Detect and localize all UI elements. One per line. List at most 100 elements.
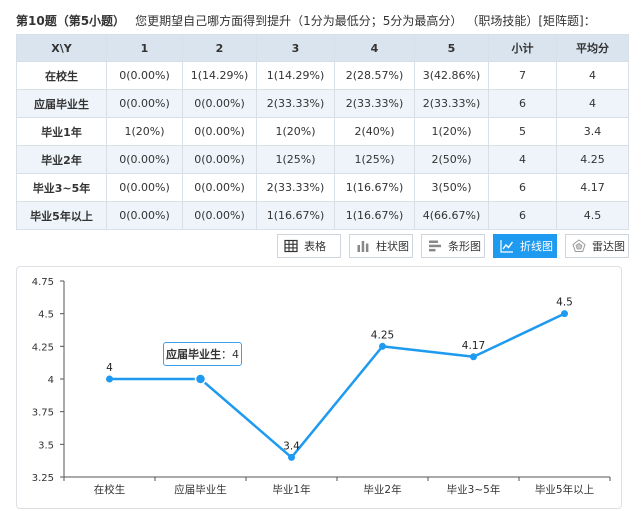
- row-label: 毕业5年以上: [16, 201, 107, 230]
- question-title: 第10题（第5小题） 您更期望自己哪方面得到提升（1分为最低分；5分为最高分） （职…: [16, 12, 596, 29]
- table-cell: 0(0.00%): [106, 145, 183, 174]
- data-point: [379, 342, 386, 350]
- table-cell: 2(40%): [334, 117, 415, 146]
- y-tick-label: 4.25: [32, 342, 54, 353]
- table-cell: 1(16.67%): [256, 201, 335, 230]
- bar-chart-view-button[interactable]: 柱状图: [349, 234, 413, 258]
- average-cell: 4: [556, 61, 629, 90]
- table-cell: 0(0.00%): [106, 201, 183, 230]
- table-cell: 1(14.29%): [182, 61, 257, 90]
- tooltip-value: 4: [232, 347, 239, 361]
- table-cell: 0(0.00%): [182, 145, 257, 174]
- table-cell: 1(20%): [106, 117, 183, 146]
- average-cell: 4.5: [556, 201, 629, 230]
- table-cell: 0(0.00%): [182, 173, 257, 202]
- table-row: 毕业3~5年 0(0.00%) 0(0.00%) 2(33.33%) 1(16.67%)…: [16, 173, 629, 202]
- data-point: [288, 453, 295, 461]
- chart-panel: [16, 266, 622, 509]
- line-chart-view-label: 折线图: [520, 240, 553, 253]
- column-header: 5: [414, 34, 489, 62]
- column-header: 3: [256, 34, 335, 62]
- subtotal-cell: 7: [488, 61, 557, 90]
- table-row: 毕业1年 1(20%) 0(0.00%) 1(20%) 2(40%) 1(20%) 5 3.4: [16, 117, 629, 146]
- question-tag: （职场技能）[矩阵题]：: [472, 14, 596, 28]
- x-tick-label: 应届毕业生: [174, 483, 227, 496]
- matrix-table: X\Y 1 2 3 4 5 小计 平均分 在校生 0(0.00%) 1(14.29%) 1(14.2…: [16, 34, 629, 230]
- x-tick-label: 毕业3~5年: [447, 483, 501, 496]
- data-point: [194, 373, 207, 385]
- data-point: [106, 375, 113, 383]
- table-body: 在校生 0(0.00%) 1(14.29%) 1(14.29%) 2(28.57%) 3(…: [16, 61, 629, 230]
- y-tick-label: 4.5: [38, 310, 54, 321]
- table-cell: 0(0.00%): [182, 201, 257, 230]
- table-view-button[interactable]: 表格: [277, 234, 341, 258]
- table-cell: 2(33.33%): [414, 89, 489, 118]
- row-label: 在校生: [16, 61, 107, 90]
- table-cell: 1(20%): [256, 117, 335, 146]
- table-header-row: X\Y 1 2 3 4 5 小计 平均分: [16, 34, 629, 62]
- table-cell: 2(33.33%): [256, 173, 335, 202]
- table-cell: 1(16.67%): [334, 201, 415, 230]
- average-cell: 4.25: [556, 145, 629, 174]
- data-label: 4: [106, 362, 113, 374]
- horizontal-bar-view-button[interactable]: 条形图: [421, 234, 485, 258]
- table-cell: 1(25%): [334, 145, 415, 174]
- tooltip-name: 应届毕业生: [166, 348, 221, 361]
- column-header: X\Y: [16, 34, 107, 62]
- data-label: 4.5: [556, 297, 573, 309]
- chart-tooltip: 应届毕业生： 4: [163, 342, 242, 366]
- table-cell: 2(50%): [414, 145, 489, 174]
- horizontal-bar-icon: [429, 240, 441, 252]
- bar-chart-icon: [357, 241, 369, 252]
- table-cell: 2(33.33%): [334, 89, 415, 118]
- table-cell: 2(28.57%): [334, 61, 415, 90]
- radar-chart-icon: [572, 239, 586, 252]
- y-tick-label: 4.75: [32, 277, 54, 288]
- data-point: [470, 353, 477, 361]
- row-label: 毕业2年: [16, 145, 107, 174]
- y-tick-label: 3.75: [32, 408, 54, 419]
- y-tick-label: 4: [48, 375, 54, 386]
- x-tick-label: 毕业2年: [363, 483, 401, 496]
- column-header: 平均分: [556, 34, 629, 62]
- x-tick-label: 毕业5年以上: [535, 483, 594, 496]
- tooltip-sep: ：: [221, 348, 232, 361]
- x-tick-label: 毕业1年: [272, 483, 310, 496]
- question-text: 您更期望自己哪方面得到提升（1分为最低分；5分为最高分）: [135, 14, 463, 28]
- series-line: [109, 312, 566, 459]
- column-header: 2: [182, 34, 257, 62]
- bar-chart-view-label: 柱状图: [376, 240, 409, 253]
- horizontal-bar-view-label: 条形图: [448, 240, 481, 253]
- row-label: 毕业3~5年: [16, 173, 107, 202]
- question-number: 第10题（第5小题）: [16, 14, 126, 28]
- table-row: 毕业5年以上 0(0.00%) 0(0.00%) 1(16.67%) 1(16.67%)…: [16, 201, 629, 230]
- table-cell: 1(14.29%): [256, 61, 335, 90]
- x-tick-label: 在校生: [94, 483, 126, 496]
- line-chart-icon: [500, 240, 514, 253]
- radar-chart-view-button[interactable]: 雷达图: [565, 234, 629, 258]
- table-cell: 1(16.67%): [334, 173, 415, 202]
- line-chart-view-button[interactable]: 折线图: [493, 234, 557, 258]
- radar-chart-view-label: 雷达图: [592, 240, 625, 253]
- table-cell: 0(0.00%): [106, 173, 183, 202]
- y-tick-label: 3.5: [38, 440, 54, 451]
- table-cell: 2(33.33%): [256, 89, 335, 118]
- row-label: 毕业1年: [16, 117, 107, 146]
- y-tick-label: 3.25: [32, 473, 54, 484]
- data-label: 4.25: [371, 329, 394, 341]
- table-icon: [284, 239, 298, 253]
- table-cell: 0(0.00%): [106, 61, 183, 90]
- data-label: 3.4: [283, 440, 300, 452]
- table-view-label: 表格: [304, 240, 326, 253]
- table-cell: 1(20%): [414, 117, 489, 146]
- average-cell: 3.4: [556, 117, 629, 146]
- data-label: 4.17: [462, 340, 485, 352]
- subtotal-cell: 6: [488, 201, 557, 230]
- subtotal-cell: 5: [488, 117, 557, 146]
- data-point: [561, 310, 568, 318]
- average-cell: 4.17: [556, 173, 629, 202]
- subtotal-cell: 6: [488, 173, 557, 202]
- table-cell: 4(66.67%): [414, 201, 489, 230]
- table-cell: 0(0.00%): [182, 117, 257, 146]
